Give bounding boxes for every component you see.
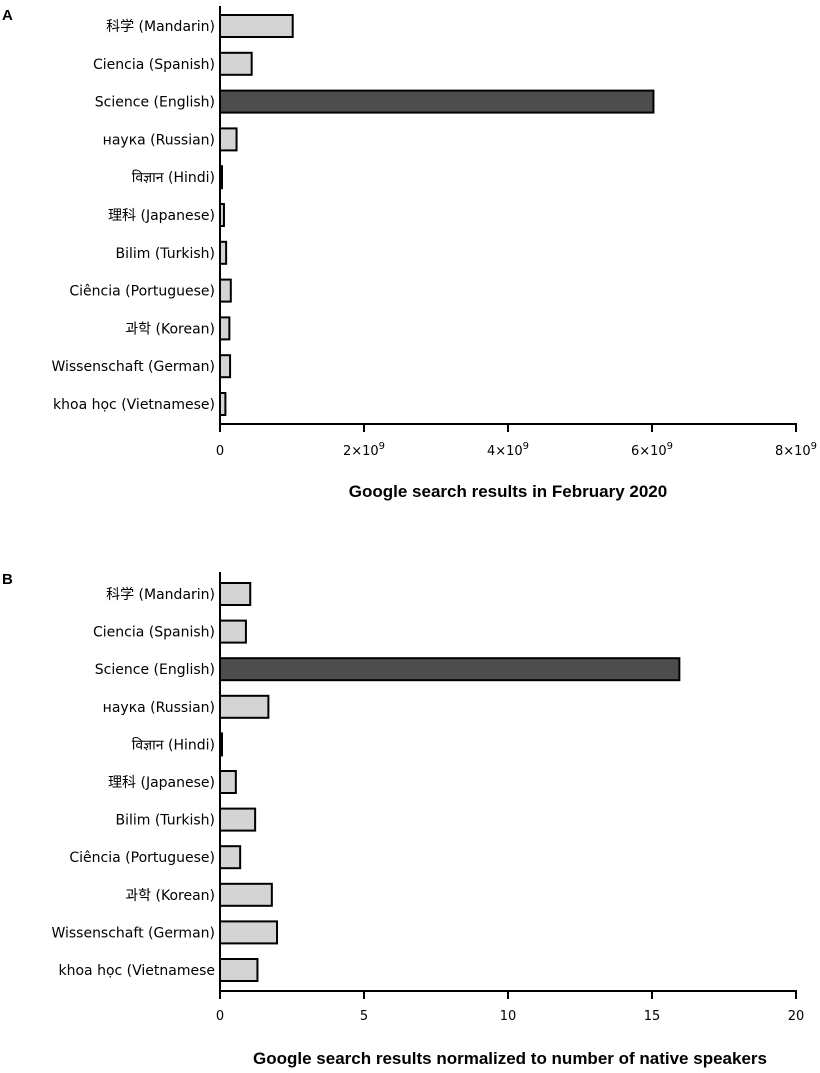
- panel-b-bar-5: [219, 770, 237, 794]
- panel-a-category-label-2: Science (English): [95, 95, 215, 111]
- panel-a-category-label-5: 理科 (Japanese): [108, 208, 215, 224]
- panel-b-bar-10: [219, 958, 259, 982]
- panel-b-category-label-1: Ciencia (Spanish): [93, 625, 215, 641]
- panel-a-bar-1: [219, 51, 253, 76]
- panel-a-category-label-7: Ciência (Portuguese): [69, 284, 215, 300]
- panel-a-bar-7: [219, 278, 232, 303]
- panel-b-bar-3: [219, 694, 270, 719]
- panel-b-x-tick-label-1: 5: [360, 1009, 368, 1024]
- panel-a-x-tick-label-0: 0: [216, 444, 224, 459]
- panel-a-category-label-0: 科学 (Mandarin): [106, 19, 215, 35]
- panel-b-x-tick-label-3: 15: [644, 1009, 661, 1024]
- panel-b-bar-6: [219, 807, 257, 832]
- panel-a-x-tick-label-4: 8×109: [775, 441, 817, 459]
- panel-a-category-label-3: наука (Russian): [103, 132, 215, 148]
- panel-a-category-label-1: Ciencia (Spanish): [93, 57, 215, 73]
- panel-b-bar-8: [219, 882, 273, 907]
- panel-b-x-tick-label-0: 0: [216, 1009, 224, 1024]
- panel-a-bar-8: [219, 316, 231, 341]
- panel-a-bar-2: [219, 89, 655, 114]
- panel-a-bar-0: [219, 14, 294, 38]
- panel-a-x-tick-label-2: 4×109: [487, 441, 529, 459]
- panel-a-category-label-10: khoa học (Vietnamese): [53, 397, 215, 413]
- panel-b-category-label-2: Science (English): [95, 662, 215, 678]
- panel-a-category-label-4: विज्ञान (Hindi): [132, 169, 215, 186]
- panel-b-category-label-8: 과학 (Korean): [125, 888, 215, 904]
- panel-a-category-label-8: 과학 (Korean): [125, 321, 215, 337]
- panel-b-category-label-5: 理科 (Japanese): [108, 775, 215, 791]
- panel-a-label: A: [2, 7, 13, 24]
- panel-b-chart: B 科学 (Mandarin) Ciencia (Spanish) Science …: [2, 571, 804, 1068]
- panel-b-category-label-9: Wissenschaft (German): [51, 925, 215, 941]
- panel-b-x-tick-label-2: 10: [500, 1009, 517, 1024]
- panel-b-category-label-3: наука (Russian): [103, 700, 215, 716]
- panel-b-category-label-4: विज्ञान (Hindi): [132, 736, 215, 753]
- panel-b-bar-9: [219, 920, 279, 945]
- panel-b-x-axis-title: Google search results normalized to numb…: [253, 1049, 767, 1068]
- panel-b-bar-0: [219, 582, 252, 606]
- panel-b-category-label-6: Bilim (Turkish): [115, 813, 215, 829]
- panel-a-x-tick-label-3: 6×109: [631, 441, 673, 459]
- panel-b-x-tick-label-4: 20: [788, 1009, 805, 1024]
- panel-b-bar-1: [219, 619, 247, 644]
- panel-b-bar-7: [219, 845, 242, 870]
- panel-b-category-label-10: khoa học (Vietnamese: [59, 963, 216, 979]
- panel-a-bar-9: [219, 354, 232, 379]
- panel-a-category-label-6: Bilim (Turkish): [115, 246, 215, 262]
- panel-b-category-label-7: Ciência (Portuguese): [69, 850, 215, 866]
- panel-a-bar-3: [219, 127, 238, 152]
- panel-a-category-label-9: Wissenschaft (German): [51, 359, 215, 375]
- panel-b-category-label-0: 科学 (Mandarin): [106, 587, 215, 603]
- panel-b-bar-2: [219, 657, 681, 682]
- panel-a-x-axis-title: Google search results in February 2020: [349, 482, 667, 501]
- panel-a-chart: A 科学 (Mandarin) Ciencia (Spanish) Science …: [2, 6, 817, 501]
- panel-a-x-tick-label-1: 2×109: [343, 441, 385, 459]
- panel-b-label: B: [2, 571, 13, 588]
